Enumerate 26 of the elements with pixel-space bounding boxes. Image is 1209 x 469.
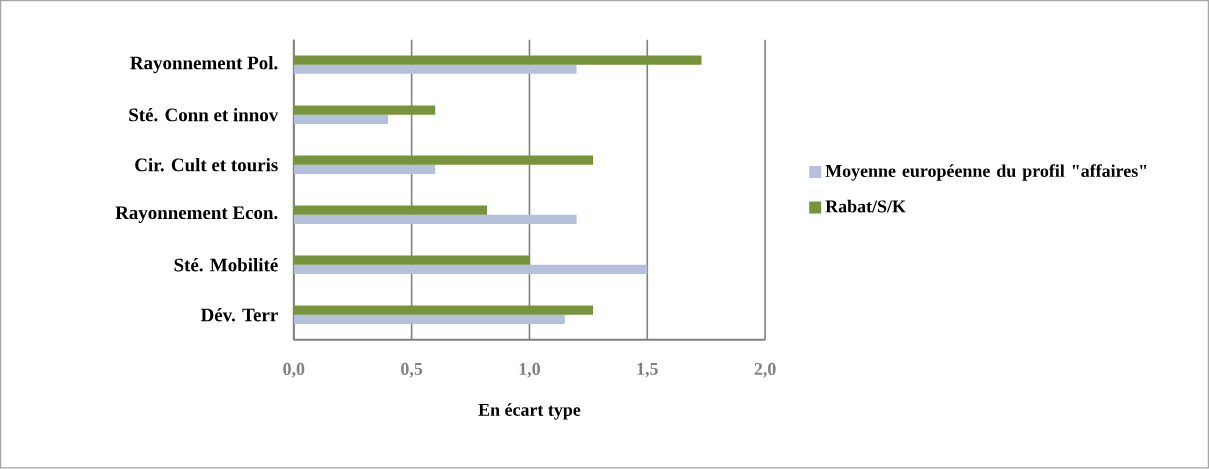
- bar: [293, 55, 702, 65]
- bar: [293, 265, 648, 275]
- bar: [293, 214, 577, 225]
- y-tick-label: Cir. Cult et touris: [135, 158, 278, 172]
- x-tick-label: 1,5: [637, 363, 658, 378]
- x-tick-label: 0,0: [283, 363, 305, 378]
- bar: [293, 155, 594, 165]
- bar: [293, 164, 436, 175]
- bar: [293, 205, 488, 215]
- x-tick-label: 0,5: [401, 363, 423, 378]
- bar: [293, 255, 530, 266]
- bar: [293, 114, 389, 125]
- x-axis-title: En écart type: [478, 403, 581, 420]
- legend-label: Moyenne européenne du profil "affaires": [825, 164, 1147, 181]
- legend-label: Rabat/S/K: [825, 200, 906, 213]
- y-tick-label: Rayonnement Econ.: [115, 206, 278, 224]
- x-tick-label: 1,0: [519, 363, 540, 378]
- bar: [293, 64, 577, 75]
- bar: [293, 315, 565, 325]
- y-tick-label: Sté. Conn et innov: [129, 108, 279, 122]
- x-tick-label: 2,0: [754, 363, 776, 378]
- bar: [293, 305, 594, 316]
- y-tick-label: Rayonnement Pol.: [130, 56, 278, 74]
- y-tick-label: Dév. Terr: [200, 308, 278, 322]
- y-tick-label: Sté. Mobilité: [174, 258, 278, 272]
- bar: [293, 105, 436, 115]
